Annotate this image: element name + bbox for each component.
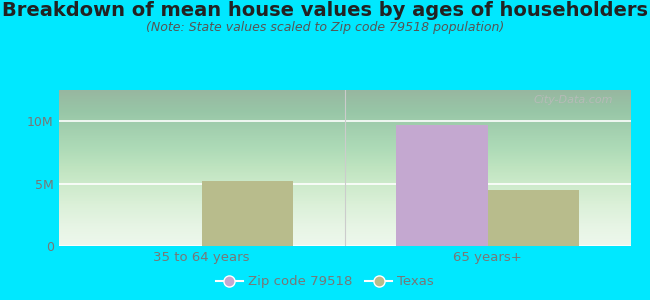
Text: (Note: State values scaled to Zip code 79518 population): (Note: State values scaled to Zip code 7… <box>146 21 504 34</box>
Bar <box>488 190 579 246</box>
Legend: Zip code 79518, Texas: Zip code 79518, Texas <box>211 270 439 293</box>
Text: City-Data.com: City-Data.com <box>534 95 614 105</box>
Text: Breakdown of mean house values by ages of householders: Breakdown of mean house values by ages o… <box>2 2 648 20</box>
Bar <box>202 181 293 246</box>
Bar <box>396 125 488 246</box>
